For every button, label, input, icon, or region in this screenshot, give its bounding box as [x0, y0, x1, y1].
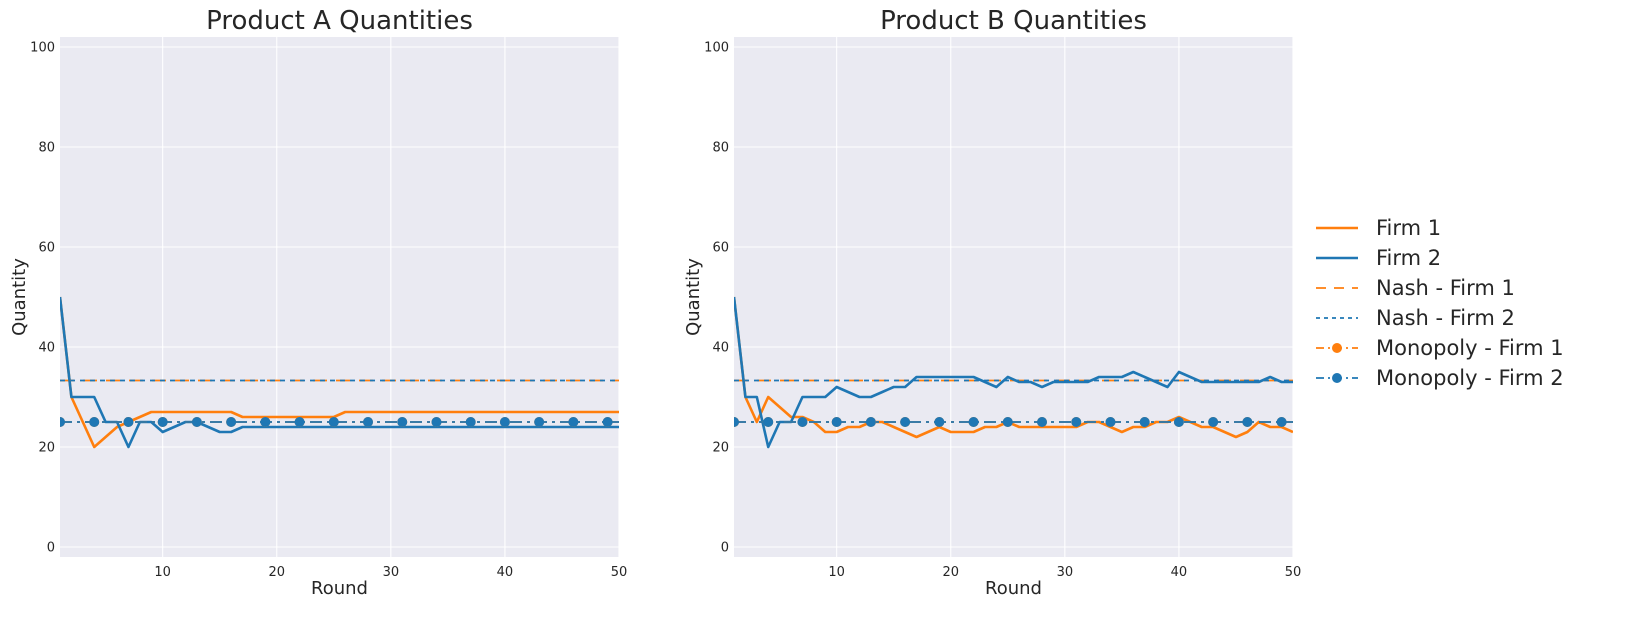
- y-tick-label: 0: [47, 541, 55, 556]
- y-tick-label: 40: [38, 341, 55, 356]
- marker-point: [328, 417, 339, 427]
- marker-point: [1173, 417, 1184, 427]
- marker-point: [831, 417, 842, 427]
- marker-point: [1071, 417, 1082, 427]
- series-line-firm-1: [60, 296, 619, 449]
- grid: [60, 37, 620, 557]
- legend-label: Nash - Firm 1: [1376, 276, 1515, 300]
- marker-point: [763, 417, 774, 427]
- y-tick-label: 20: [712, 441, 729, 456]
- series-line-firm-2: [60, 296, 619, 449]
- legend-label: Firm 1: [1376, 216, 1441, 240]
- y-tick-label: 40: [712, 341, 729, 356]
- series-line-firm-1: [734, 296, 1293, 439]
- x-tick-label: 10: [154, 565, 171, 580]
- y-tick-label: 0: [721, 541, 729, 556]
- marker-point: [1208, 417, 1219, 427]
- marker-point: [1037, 417, 1048, 427]
- y-axis-label: Quantity: [9, 258, 30, 336]
- marker-point: [123, 417, 134, 427]
- marker-point: [226, 417, 237, 427]
- legend-marker: [1332, 343, 1342, 353]
- plot-area: [734, 37, 1293, 557]
- plot-area: [60, 37, 619, 557]
- marker-point: [191, 417, 202, 427]
- marker-point: [465, 417, 476, 427]
- y-tick-label: 60: [38, 241, 55, 256]
- y-tick-label: 80: [712, 141, 729, 156]
- series-group: [734, 296, 1293, 449]
- y-tick-label: 80: [38, 141, 55, 156]
- marker-point: [1242, 417, 1253, 427]
- y-tick-label: 20: [38, 441, 55, 456]
- chart-title: Product A Quantities: [206, 6, 473, 36]
- panel-product-a: 10 20 30 40 50 0 20 40 60 80 100 Product A Quantiti…: [9, 6, 627, 599]
- legend-label: Firm 2: [1376, 246, 1441, 270]
- y-axis-label: Quantity: [683, 258, 704, 336]
- marker-point: [865, 417, 876, 427]
- panel-product-b: 10 20 30 40 50 0 20 40 60 80 100 Product B Quantiti…: [683, 6, 1301, 599]
- marker-point: [1139, 417, 1150, 427]
- x-axis-label: Round: [985, 578, 1042, 599]
- x-tick-label: 40: [1171, 565, 1188, 580]
- marker-point: [1002, 417, 1013, 427]
- marker-point: [534, 417, 545, 427]
- x-tick-label: 40: [497, 565, 514, 580]
- marker-point: [294, 417, 305, 427]
- legend-label: Monopoly - Firm 2: [1376, 366, 1564, 390]
- x-tick-label: 10: [828, 565, 845, 580]
- series-line-firm-2: [734, 296, 1293, 449]
- x-tick-label: 20: [268, 565, 285, 580]
- x-tick-label: 20: [942, 565, 959, 580]
- y-tick-label: 100: [704, 41, 729, 56]
- marker-point: [431, 417, 442, 427]
- marker-point: [157, 417, 168, 427]
- legend-marker: [1332, 373, 1342, 383]
- x-tick-label: 50: [1285, 565, 1302, 580]
- marker-point: [60, 417, 65, 427]
- marker-point: [499, 417, 510, 427]
- legend-label: Monopoly - Firm 1: [1376, 336, 1564, 360]
- marker-point: [602, 417, 613, 427]
- marker-point: [1105, 417, 1116, 427]
- marker-point: [397, 417, 408, 427]
- marker-point: [568, 417, 579, 427]
- marker-point: [260, 417, 271, 427]
- legend-label: Nash - Firm 2: [1376, 306, 1515, 330]
- marker-point: [934, 417, 945, 427]
- x-tick-label: 30: [1057, 565, 1074, 580]
- marker-point: [900, 417, 911, 427]
- x-tick-label: 30: [383, 565, 400, 580]
- marker-point: [968, 417, 979, 427]
- grid: [734, 37, 1294, 557]
- marker-point: [734, 417, 739, 427]
- marker-point: [363, 417, 374, 427]
- series-group: [60, 296, 619, 449]
- marker-point: [89, 417, 100, 427]
- marker-point: [797, 417, 808, 427]
- chart-title: Product B Quantities: [880, 6, 1147, 36]
- marker-point: [1276, 417, 1287, 427]
- legend: Firm 1 Firm 2 Nash - Firm 1 Nash - Firm 2 Mo…: [1316, 216, 1564, 390]
- y-tick-label: 60: [712, 241, 729, 256]
- y-tick-label: 100: [30, 41, 55, 56]
- x-tick-label: 50: [611, 565, 628, 580]
- x-axis-label: Round: [311, 578, 368, 599]
